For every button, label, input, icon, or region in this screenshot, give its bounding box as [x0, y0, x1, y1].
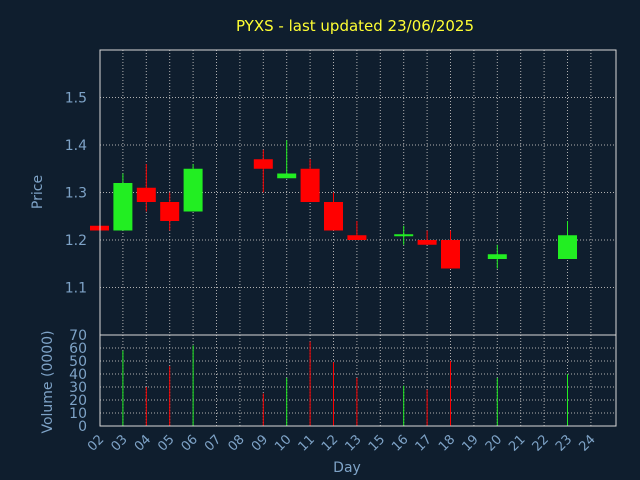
candle-body — [277, 173, 297, 179]
x-tick-label: 05 — [155, 432, 177, 454]
x-tick-label: 22 — [530, 432, 552, 454]
price-tick-label: 1.1 — [65, 281, 87, 297]
volume-tick-label: 50 — [69, 354, 87, 370]
x-tick-label: 03 — [108, 432, 130, 454]
x-tick-label: 10 — [272, 432, 294, 454]
volume-tick-label: 70 — [69, 328, 87, 344]
price-tick-label: 1.5 — [65, 91, 87, 107]
candle-body — [441, 240, 460, 269]
x-axis: 02 03 04 05 06 07 08 09 10 11 12 13 15 16 17 18 19 20 21 22… — [85, 432, 599, 454]
candle-body — [558, 235, 577, 259]
x-tick-label: 12 — [319, 432, 341, 454]
x-tick-label: 13 — [342, 432, 364, 454]
volume-tick-label: 30 — [69, 380, 87, 396]
candle-body — [347, 235, 367, 240]
volume-tick-label: 10 — [69, 406, 87, 422]
x-tick-label: 04 — [132, 432, 154, 454]
price-tick-label: 1.2 — [65, 233, 87, 249]
volume-tick-label: 20 — [69, 393, 87, 409]
volume-tick-label: 40 — [69, 367, 87, 383]
x-tick-label: 17 — [413, 432, 435, 454]
x-tick-label: 11 — [296, 432, 318, 454]
volume-tick-label: 0 — [78, 419, 87, 435]
candle-body — [417, 240, 437, 245]
volume-frame — [99, 334, 617, 427]
price-panel: 1.1 1.2 1.3 1.4 1.5 — [65, 49, 617, 336]
price-axis-label: Price — [30, 175, 46, 209]
x-axis-label: Day — [333, 460, 361, 476]
candle-body — [300, 168, 320, 202]
volume-axis-label: Volume (0000) — [40, 330, 56, 433]
x-tick-label: 02 — [85, 432, 107, 454]
x-tick-label: 23 — [553, 432, 575, 454]
candle-body — [160, 202, 180, 221]
chart-title: PYXS - last updated 23/06/2025 — [236, 17, 474, 35]
x-tick-label: 08 — [225, 432, 247, 454]
x-tick-label: 20 — [483, 432, 505, 454]
price-tick-label: 1.4 — [65, 138, 87, 154]
candle-body — [183, 168, 203, 212]
candle-body — [394, 234, 414, 237]
volume-tick-label: 60 — [69, 341, 87, 357]
x-tick-label: 07 — [202, 432, 224, 454]
candle-body — [324, 202, 343, 231]
x-tick-label: 21 — [506, 432, 528, 454]
candle-body — [113, 183, 133, 231]
x-tick-label: 16 — [389, 432, 411, 454]
x-tick-label: 06 — [179, 432, 201, 454]
price-tick-label: 1.3 — [65, 186, 87, 202]
candle-body — [487, 254, 507, 259]
x-tick-label: 24 — [576, 432, 598, 454]
x-tick-label: 09 — [249, 432, 271, 454]
candle-body — [136, 187, 156, 202]
candle-body — [253, 159, 273, 169]
x-tick-label: 19 — [459, 432, 481, 454]
x-tick-label: 15 — [366, 432, 388, 454]
x-tick-label: 18 — [436, 432, 458, 454]
